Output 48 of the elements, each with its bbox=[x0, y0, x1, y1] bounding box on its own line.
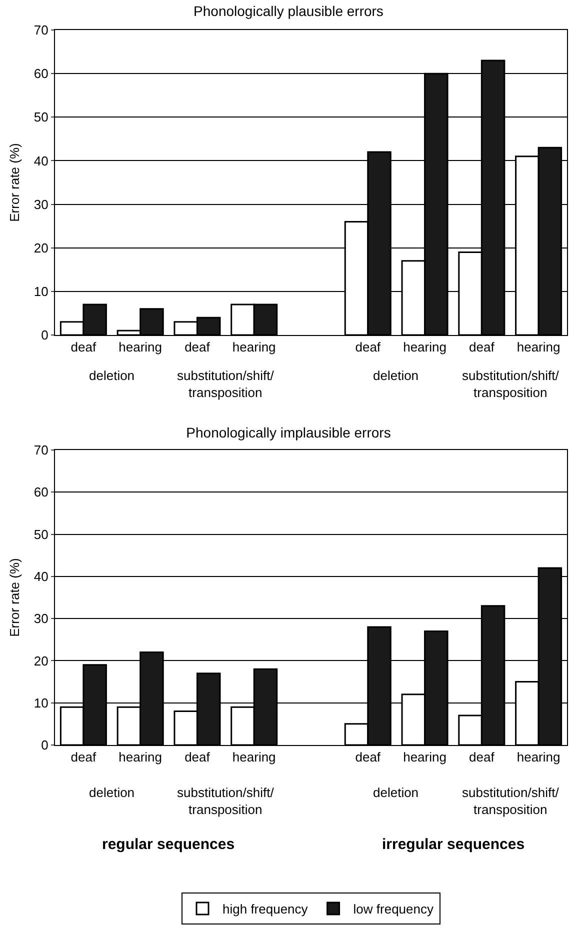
chart-title: Phonologically plausible errors bbox=[194, 3, 384, 20]
text: substitution/shift/transposition bbox=[177, 785, 274, 817]
x-tick-label: hearing bbox=[232, 340, 276, 355]
x-tick-label: deaf bbox=[355, 750, 381, 765]
x-tick-label: deaf bbox=[355, 340, 381, 355]
y-tick-label: 40 bbox=[34, 568, 48, 584]
y-tick-label: 10 bbox=[34, 284, 48, 299]
y-axis-title: Error rate (%) bbox=[7, 143, 22, 222]
text: substitution/shift/transposition bbox=[177, 368, 274, 400]
x-tick-label: hearing bbox=[403, 340, 446, 355]
text: deletion bbox=[89, 368, 135, 383]
y-tick-label: 50 bbox=[34, 526, 48, 542]
y-axis-title: Error rate (%) bbox=[7, 558, 22, 637]
x-tick-label: hearing bbox=[516, 750, 560, 765]
legend-label: low frequency bbox=[353, 902, 434, 917]
text: irregular sequences bbox=[382, 836, 525, 853]
text: substitution/shift/transposition bbox=[462, 368, 560, 400]
y-tick-label: 70 bbox=[34, 442, 48, 458]
x-tick-label: deaf bbox=[469, 750, 495, 765]
x-tick-label: deaf bbox=[469, 340, 495, 355]
x-tick-label: deaf bbox=[184, 750, 210, 765]
y-tick-label: 20 bbox=[34, 240, 48, 256]
legend-label: high frequency bbox=[222, 902, 308, 917]
y-tick-label: 30 bbox=[34, 196, 48, 212]
y-tick-label: 30 bbox=[34, 611, 48, 626]
x-tick-label: hearing bbox=[118, 750, 162, 765]
x-tick-label: hearing bbox=[118, 340, 162, 355]
x-tick-label: deaf bbox=[70, 750, 96, 765]
y-tick-label: 40 bbox=[34, 153, 48, 168]
y-tick-label: 60 bbox=[34, 66, 48, 82]
y-tick-label: 70 bbox=[34, 22, 48, 38]
x-tick-label: hearing bbox=[232, 750, 276, 765]
x-tick-label: hearing bbox=[516, 340, 560, 355]
text: deletion bbox=[373, 368, 419, 383]
chart-title: Phonologically implausible errors bbox=[186, 424, 391, 441]
x-tick-label: hearing bbox=[403, 750, 446, 765]
y-tick-label: 0 bbox=[41, 328, 48, 343]
text: deletion bbox=[89, 785, 135, 800]
y-tick-label: 0 bbox=[41, 738, 48, 753]
y-tick-label: 20 bbox=[34, 653, 48, 668]
text: deletion bbox=[373, 785, 419, 800]
y-tick-label: 60 bbox=[34, 484, 48, 500]
y-tick-label: 50 bbox=[34, 110, 48, 125]
x-tick-label: deaf bbox=[184, 340, 210, 355]
y-tick-label: 10 bbox=[34, 695, 48, 710]
x-tick-label: deaf bbox=[70, 340, 96, 355]
text: regular sequences bbox=[102, 836, 235, 853]
text: substitution/shift/transposition bbox=[462, 785, 560, 817]
